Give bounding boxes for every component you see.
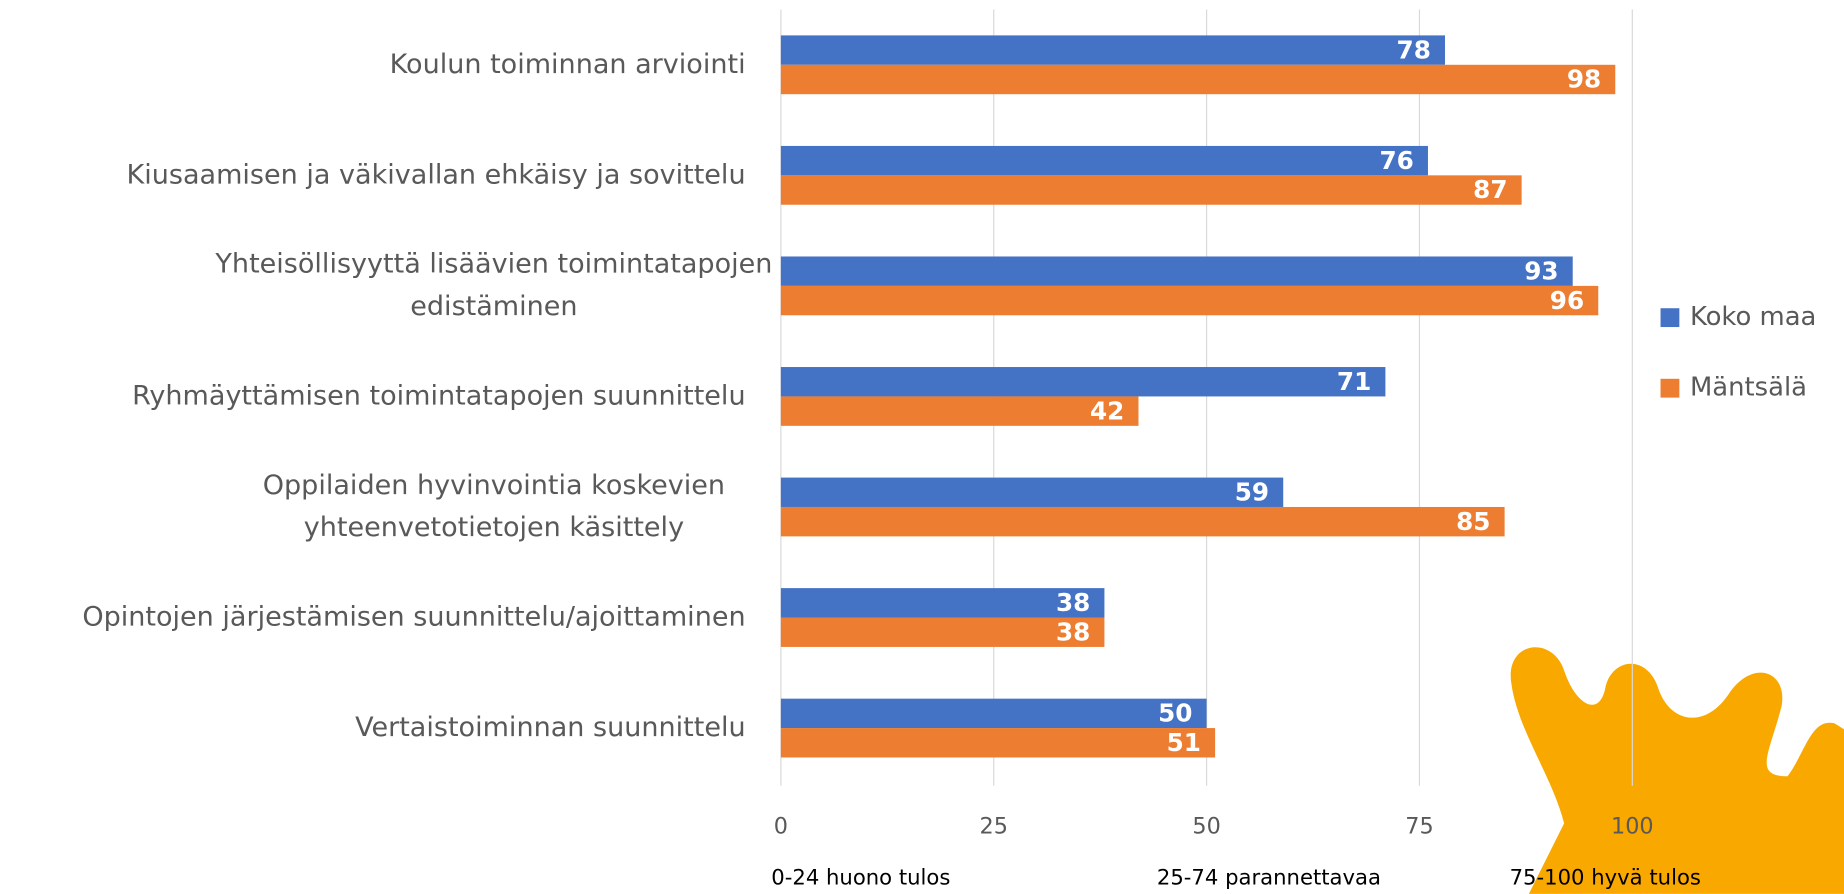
annotation: 0-24 huono tulos bbox=[771, 865, 950, 890]
data-label: 59 bbox=[1235, 477, 1269, 506]
y-tick-label: Kiusaamisen ja väkivallan ehkäisy ja sov… bbox=[127, 159, 746, 190]
legend-label: Koko maa bbox=[1690, 302, 1816, 332]
x-tick-label: 100 bbox=[1611, 813, 1654, 839]
annotation: 75-100 hyvä tulos bbox=[1510, 865, 1701, 890]
data-label: 76 bbox=[1379, 146, 1413, 175]
bar bbox=[780, 367, 1386, 397]
x-tick-label: 75 bbox=[1405, 813, 1433, 839]
bar bbox=[780, 64, 1616, 95]
bar bbox=[780, 728, 1216, 758]
legend-label: Mäntsälä bbox=[1690, 373, 1807, 403]
y-tick-label: Opintojen järjestämisen suunnittelu/ajoi… bbox=[82, 601, 745, 632]
data-label: 38 bbox=[1056, 617, 1090, 646]
y-tick-label: Oppilaiden hyvinvointia koskevien yhteenv… bbox=[263, 469, 725, 542]
bar bbox=[780, 588, 1105, 618]
legend-swatch bbox=[1660, 378, 1680, 398]
y-tick-label: Yhteisöllisyyttä lisäävien toimintatapoj… bbox=[214, 248, 772, 321]
data-label: 51 bbox=[1167, 728, 1201, 757]
data-label: 71 bbox=[1337, 367, 1371, 396]
y-tick-label: Vertaistoiminnan suunnittelu bbox=[355, 712, 746, 743]
legend-swatch bbox=[1660, 308, 1680, 328]
bar bbox=[780, 145, 1428, 176]
data-label: 42 bbox=[1090, 396, 1124, 425]
bar bbox=[780, 175, 1522, 205]
data-label: 93 bbox=[1524, 256, 1558, 285]
data-label: 50 bbox=[1158, 699, 1192, 728]
bar bbox=[780, 617, 1105, 647]
bar bbox=[780, 698, 1207, 729]
x-tick-label: 25 bbox=[980, 813, 1008, 839]
data-label: 87 bbox=[1473, 175, 1507, 204]
moose-decoration bbox=[1510, 647, 1844, 894]
x-tick-label: 50 bbox=[1192, 813, 1220, 839]
data-label: 38 bbox=[1056, 588, 1090, 617]
data-label: 98 bbox=[1567, 65, 1601, 94]
bar bbox=[780, 256, 1573, 286]
bar bbox=[780, 506, 1505, 537]
data-label: 85 bbox=[1456, 507, 1490, 536]
bar bbox=[780, 35, 1445, 65]
data-label: 78 bbox=[1397, 35, 1431, 64]
x-tick-label: 0 bbox=[774, 813, 788, 839]
annotation: 25-74 parannettavaa bbox=[1157, 865, 1381, 890]
y-tick-label: Koulun toiminnan arviointi bbox=[390, 48, 746, 79]
y-tick-label: Ryhmäyttämisen toimintatapojen suunnitte… bbox=[132, 380, 745, 411]
bar bbox=[780, 396, 1139, 426]
bar bbox=[780, 477, 1284, 507]
data-label: 96 bbox=[1550, 286, 1584, 315]
bar bbox=[780, 285, 1599, 316]
